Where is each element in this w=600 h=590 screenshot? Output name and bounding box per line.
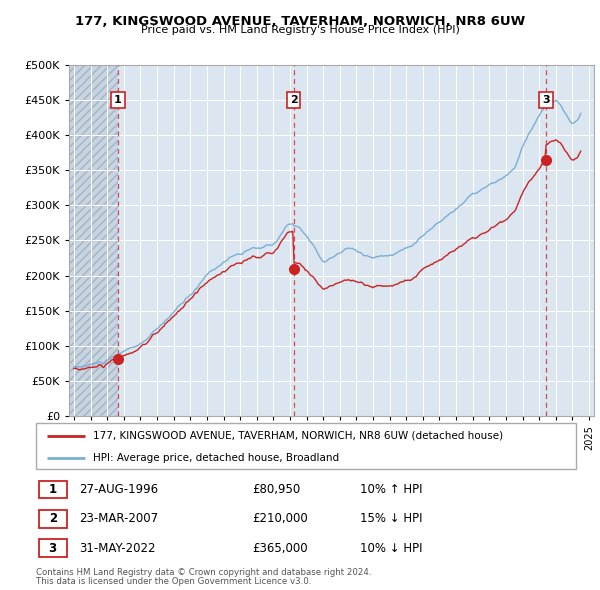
Text: This data is licensed under the Open Government Licence v3.0.: This data is licensed under the Open Gov…	[36, 577, 311, 586]
Text: 10% ↑ HPI: 10% ↑ HPI	[360, 483, 422, 496]
Text: £365,000: £365,000	[252, 542, 308, 555]
Text: 1: 1	[114, 95, 122, 105]
Text: 2: 2	[49, 512, 57, 526]
Text: £80,950: £80,950	[252, 483, 300, 496]
Text: 10% ↓ HPI: 10% ↓ HPI	[360, 542, 422, 555]
Text: £210,000: £210,000	[252, 512, 308, 526]
Text: 15% ↓ HPI: 15% ↓ HPI	[360, 512, 422, 526]
Bar	[39, 510, 67, 527]
Text: 27-AUG-1996: 27-AUG-1996	[79, 483, 158, 496]
Text: 3: 3	[542, 95, 550, 105]
Text: 31-MAY-2022: 31-MAY-2022	[79, 542, 156, 555]
Text: 1: 1	[49, 483, 57, 496]
Text: Price paid vs. HM Land Registry's House Price Index (HPI): Price paid vs. HM Land Registry's House …	[140, 25, 460, 35]
Text: 177, KINGSWOOD AVENUE, TAVERHAM, NORWICH, NR8 6UW: 177, KINGSWOOD AVENUE, TAVERHAM, NORWICH…	[75, 15, 525, 28]
Text: Contains HM Land Registry data © Crown copyright and database right 2024.: Contains HM Land Registry data © Crown c…	[36, 568, 371, 577]
Text: 23-MAR-2007: 23-MAR-2007	[79, 512, 158, 526]
Text: 3: 3	[49, 542, 57, 555]
Bar	[39, 539, 67, 557]
Text: 177, KINGSWOOD AVENUE, TAVERHAM, NORWICH, NR8 6UW (detached house): 177, KINGSWOOD AVENUE, TAVERHAM, NORWICH…	[92, 431, 503, 441]
Bar	[69, 65, 118, 416]
Text: 2: 2	[290, 95, 298, 105]
Bar	[39, 481, 67, 499]
Text: HPI: Average price, detached house, Broadland: HPI: Average price, detached house, Broa…	[92, 453, 339, 463]
